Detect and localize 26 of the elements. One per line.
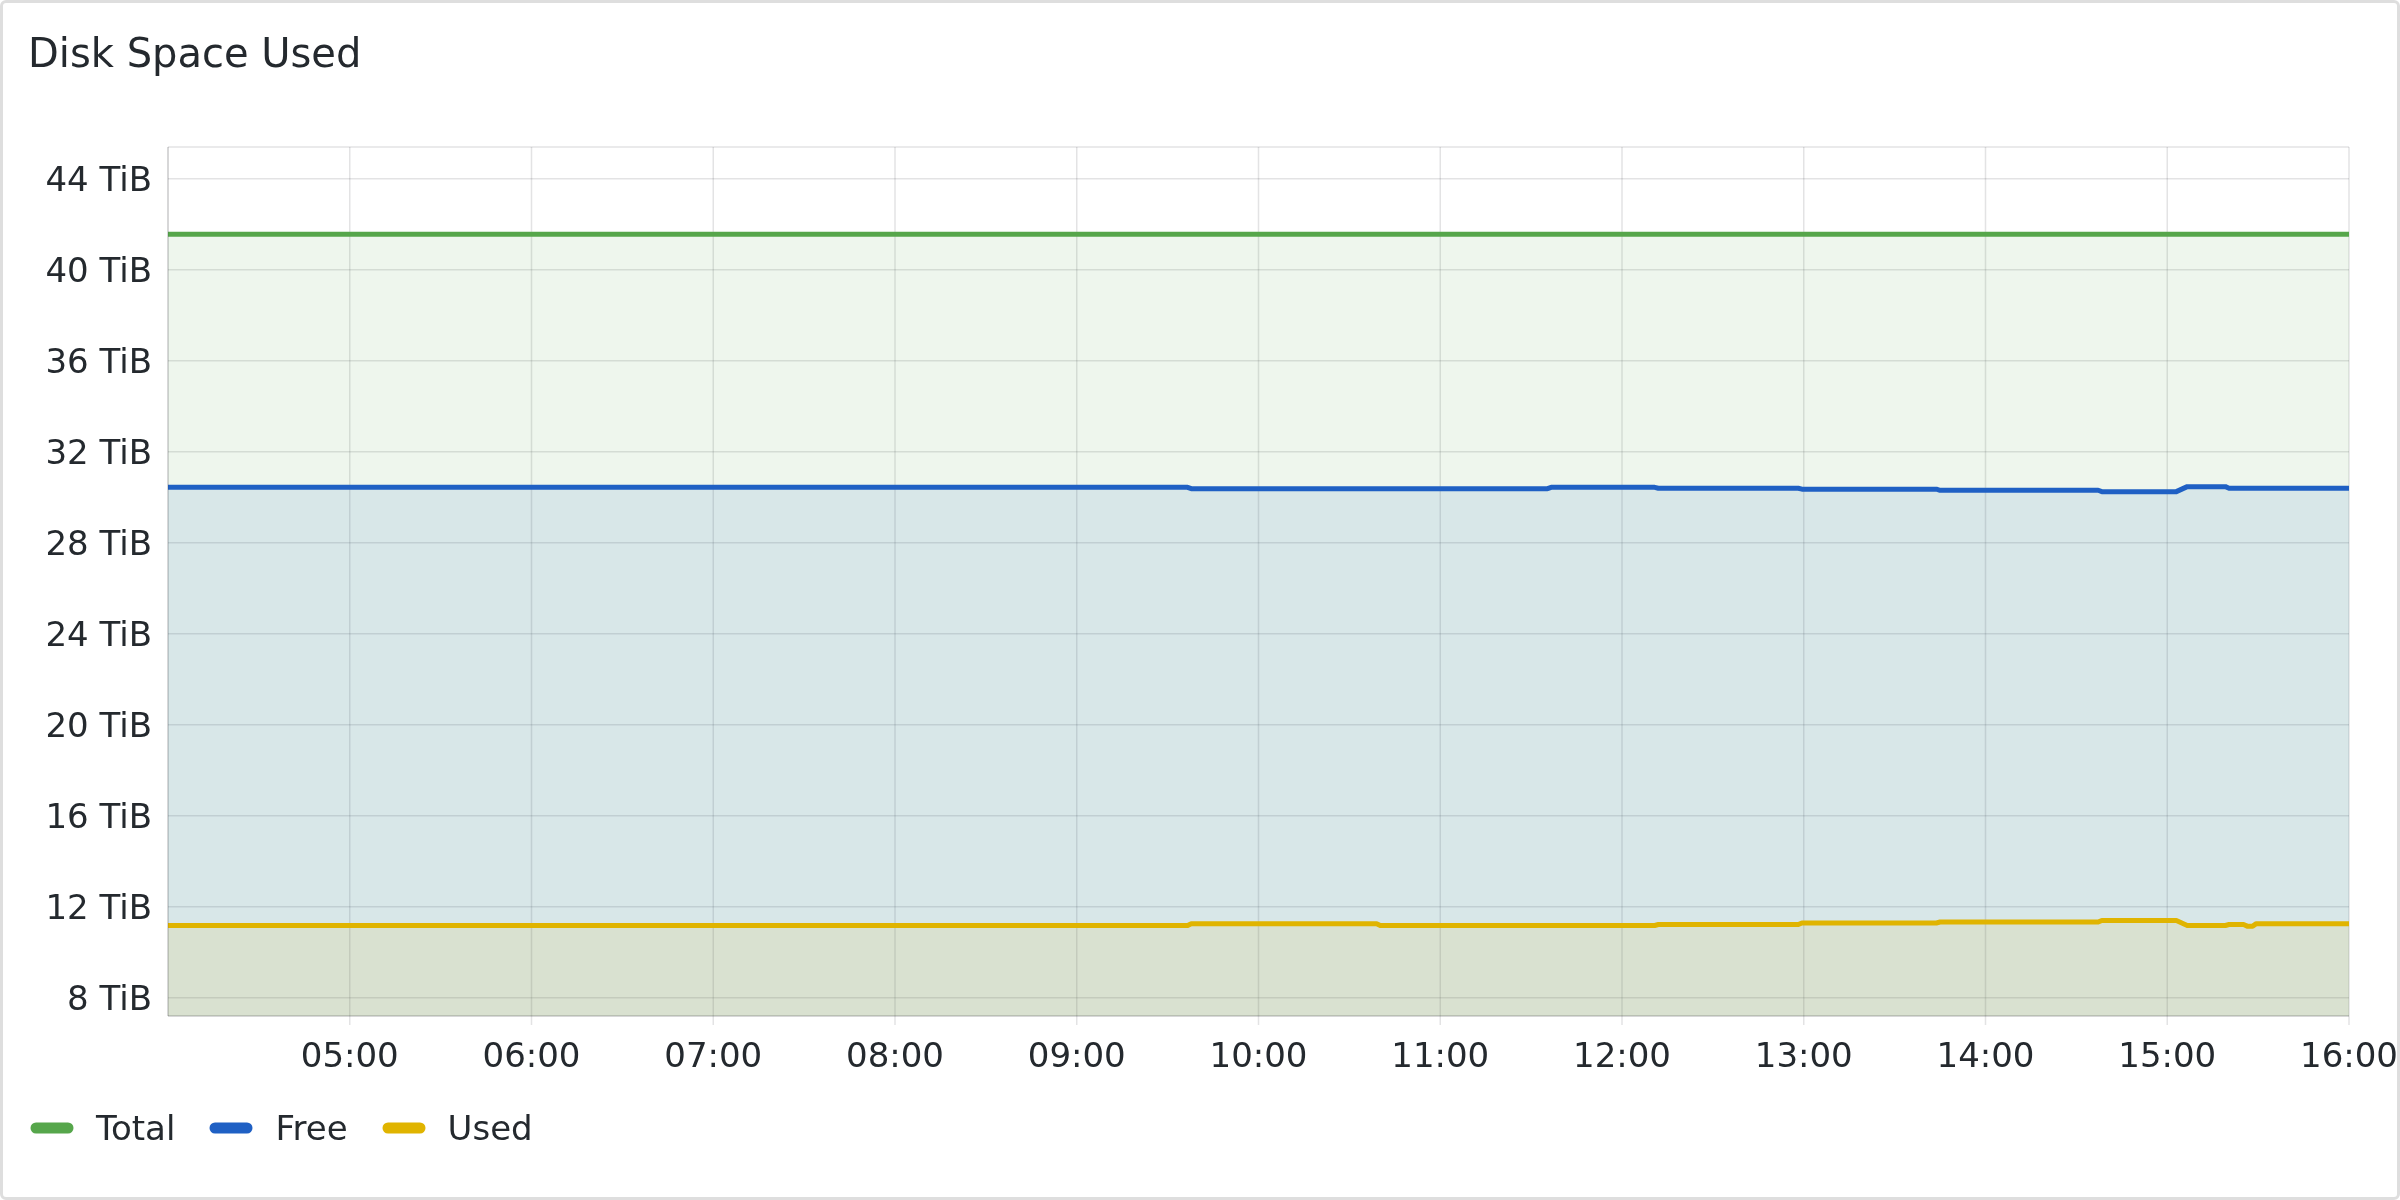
y-tick-label: 24 TiB	[45, 613, 152, 654]
y-tick-label: 44 TiB	[45, 158, 152, 199]
chart-title: Disk Space Used	[28, 30, 362, 76]
y-tick-label: 20 TiB	[45, 704, 152, 745]
legend-label: Total	[96, 1108, 176, 1148]
x-tick-label: 16:00	[2300, 1035, 2398, 1076]
y-tick-label: 16 TiB	[45, 795, 152, 836]
x-tick-label: 11:00	[1391, 1035, 1490, 1076]
legend-label: Free	[275, 1108, 348, 1148]
x-tick-label: 09:00	[1027, 1035, 1126, 1076]
y-tick-label: 40 TiB	[45, 249, 152, 290]
x-tick-label: 10:00	[1209, 1035, 1308, 1076]
y-tick-label: 36 TiB	[45, 340, 152, 381]
x-tick-label: 05:00	[300, 1035, 399, 1076]
x-tick-label: 13:00	[1754, 1035, 1853, 1076]
x-tick-label: 07:00	[664, 1035, 763, 1076]
y-tick-label: 8 TiB	[67, 977, 152, 1018]
x-tick-label: 12:00	[1573, 1035, 1671, 1076]
legend-label: Used	[447, 1108, 533, 1148]
x-tick-label: 15:00	[2118, 1035, 2217, 1076]
x-tick-label: 06:00	[482, 1035, 581, 1076]
x-tick-label: 14:00	[1936, 1035, 2035, 1076]
y-tick-label: 28 TiB	[45, 522, 152, 563]
x-tick-label: 08:00	[846, 1035, 944, 1076]
y-tick-label: 12 TiB	[45, 886, 152, 927]
y-tick-label: 32 TiB	[45, 431, 152, 472]
